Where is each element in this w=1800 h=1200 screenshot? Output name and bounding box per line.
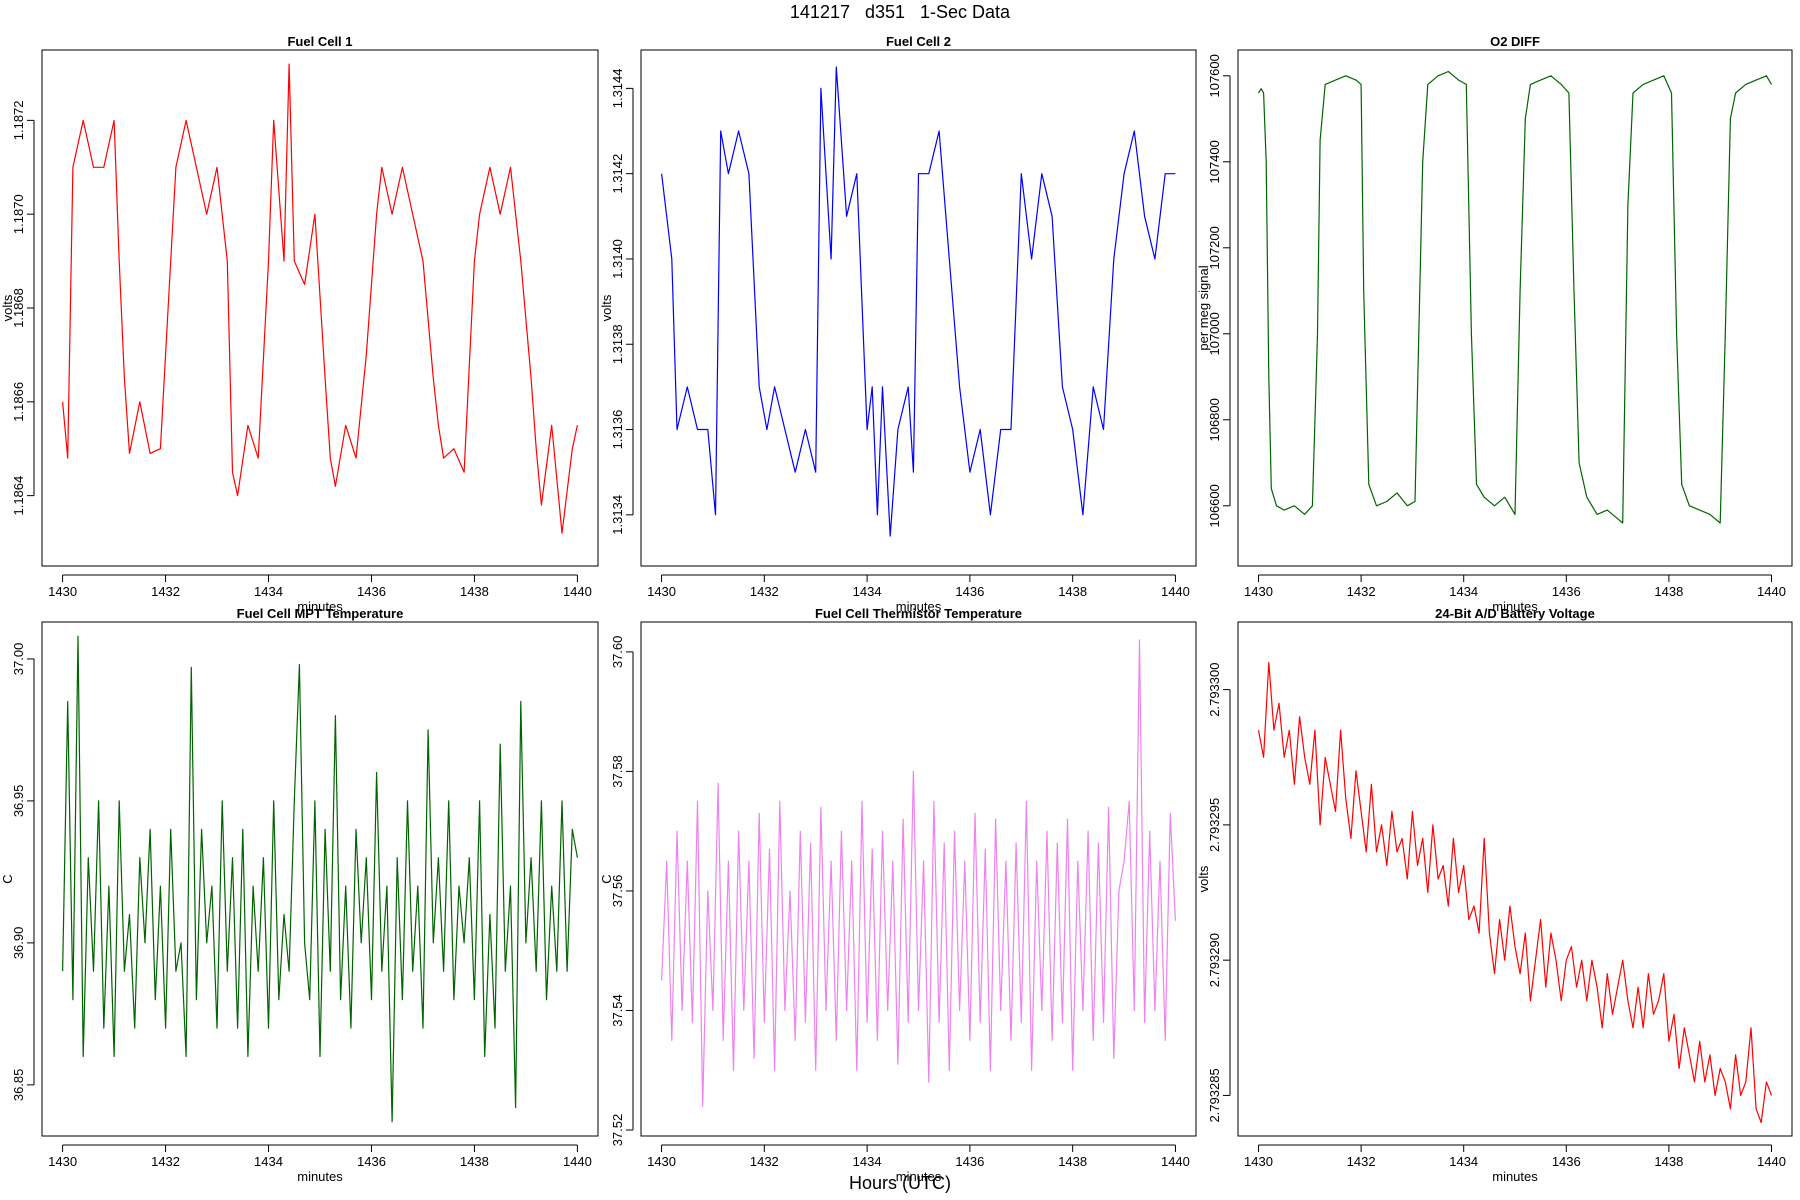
x-tick-label: 1430 — [48, 584, 77, 599]
y-tick-label: 36.95 — [11, 785, 26, 818]
y-axis-label: per meg signal — [1196, 265, 1211, 350]
panels: Fuel Cell 1 1430 1432 1434 1436 1438 1440 minut… — [0, 34, 1792, 1184]
y-tick-label: 2.793290 — [1207, 933, 1222, 987]
y-tick-label: 1.1872 — [11, 100, 26, 140]
y-tick-label: 1.1864 — [11, 476, 26, 516]
x-tick-label: 1438 — [1058, 1154, 1087, 1169]
y-tick-label: 1.1866 — [11, 382, 26, 422]
series-line — [63, 64, 578, 533]
x-tick-label: 1436 — [955, 584, 984, 599]
panel-4: Fuel Cell MPT Temperature 1430 1432 1434 143… — [0, 606, 598, 1184]
x-tick-label: 1432 — [1347, 1154, 1376, 1169]
y-axis-label: C — [0, 874, 15, 883]
x-tick-label: 1434 — [254, 1154, 283, 1169]
x-tick-label: 1436 — [1552, 584, 1581, 599]
x-tick-label: 1432 — [151, 1154, 180, 1169]
panel-1: Fuel Cell 1 1430 1432 1434 1436 1438 1440 minut… — [0, 34, 598, 614]
x-tick-label: 1436 — [357, 584, 386, 599]
x-axis-label: minutes — [896, 1169, 942, 1184]
plot-frame — [641, 50, 1196, 566]
series-line — [662, 67, 1176, 536]
panel-5: Fuel Cell Thermistor Temperature 1430 1432… — [599, 606, 1196, 1184]
y-tick-label: 37.00 — [11, 643, 26, 676]
y-tick-label: 1.1870 — [11, 194, 26, 234]
series-line — [1259, 72, 1772, 524]
x-tick-label: 1434 — [1449, 1154, 1478, 1169]
y-tick-label: 106600 — [1207, 484, 1222, 527]
y-tick-label: 1.3144 — [610, 68, 625, 108]
x-tick-label: 1430 — [647, 1154, 676, 1169]
x-tick-label: 1438 — [460, 1154, 489, 1169]
y-tick-label: 107200 — [1207, 226, 1222, 269]
y-axis-label: C — [599, 874, 614, 883]
x-tick-label: 1430 — [48, 1154, 77, 1169]
x-axis-label: minutes — [1492, 1169, 1538, 1184]
panel-2: Fuel Cell 2 1430 1432 1434 1436 1438 1440 minut… — [599, 34, 1196, 614]
y-tick-label: 107400 — [1207, 140, 1222, 183]
panel-title: 24-Bit A/D Battery Voltage — [1435, 606, 1595, 621]
series-line — [63, 636, 578, 1122]
panel-title: Fuel Cell 2 — [886, 34, 951, 49]
plot-frame — [42, 50, 598, 566]
y-tick-label: 36.85 — [11, 1069, 26, 1102]
series-line — [1259, 663, 1772, 1123]
x-tick-label: 1432 — [750, 584, 779, 599]
y-axis-label: volts — [1196, 865, 1211, 892]
y-tick-label: 1.3138 — [610, 324, 625, 364]
x-tick-label: 1440 — [563, 584, 592, 599]
y-tick-label: 37.52 — [610, 1114, 625, 1147]
x-tick-label: 1438 — [1654, 584, 1683, 599]
x-tick-label: 1440 — [1161, 1154, 1190, 1169]
panel-title: Fuel Cell 1 — [287, 34, 352, 49]
y-axis-label: volts — [0, 294, 15, 321]
y-axis-label: volts — [599, 294, 614, 321]
y-tick-label: 2.793285 — [1207, 1068, 1222, 1122]
x-tick-label: 1440 — [1161, 584, 1190, 599]
panel-3: O2 DIFF 1430 1432 1434 1436 1438 1440 minutes 10… — [1196, 34, 1792, 614]
panel-title: O2 DIFF — [1490, 34, 1540, 49]
x-tick-label: 1434 — [254, 584, 283, 599]
x-tick-label: 1436 — [1552, 1154, 1581, 1169]
x-tick-label: 1430 — [1244, 1154, 1273, 1169]
y-tick-label: 1.3134 — [610, 495, 625, 535]
x-tick-label: 1436 — [357, 1154, 386, 1169]
y-tick-label: 106800 — [1207, 398, 1222, 441]
y-tick-label: 37.54 — [610, 994, 625, 1027]
y-tick-label: 107600 — [1207, 54, 1222, 97]
x-tick-label: 1432 — [750, 1154, 779, 1169]
y-tick-label: 1.3142 — [610, 154, 625, 194]
x-tick-label: 1434 — [853, 1154, 882, 1169]
x-tick-label: 1440 — [1757, 1154, 1786, 1169]
x-tick-label: 1432 — [151, 584, 180, 599]
x-tick-label: 1430 — [647, 584, 676, 599]
x-axis-label: minutes — [297, 1169, 343, 1184]
x-tick-label: 1438 — [1654, 1154, 1683, 1169]
panel-title: Fuel Cell Thermistor Temperature — [815, 606, 1022, 621]
x-tick-label: 1434 — [1449, 584, 1478, 599]
x-tick-label: 1438 — [460, 584, 489, 599]
x-tick-label: 1440 — [1757, 584, 1786, 599]
x-tick-label: 1436 — [955, 1154, 984, 1169]
y-tick-label: 1.3140 — [610, 239, 625, 279]
y-tick-label: 37.60 — [610, 636, 625, 669]
x-tick-label: 1434 — [853, 584, 882, 599]
plot-frame — [641, 622, 1196, 1136]
panel-title: Fuel Cell MPT Temperature — [237, 606, 404, 621]
y-tick-label: 1.3136 — [610, 410, 625, 450]
x-tick-label: 1430 — [1244, 584, 1273, 599]
y-tick-label: 36.90 — [11, 927, 26, 960]
x-tick-label: 1440 — [563, 1154, 592, 1169]
figure-title: 141217 d351 1-Sec Data — [790, 2, 1011, 22]
x-tick-label: 1432 — [1347, 584, 1376, 599]
y-tick-label: 2.793295 — [1207, 798, 1222, 852]
y-tick-label: 37.58 — [610, 755, 625, 788]
panel-6: 24-Bit A/D Battery Voltage 1430 1432 1434 14… — [1196, 606, 1792, 1184]
x-tick-label: 1438 — [1058, 584, 1087, 599]
series-line — [662, 640, 1176, 1106]
y-tick-label: 2.793300 — [1207, 663, 1222, 717]
